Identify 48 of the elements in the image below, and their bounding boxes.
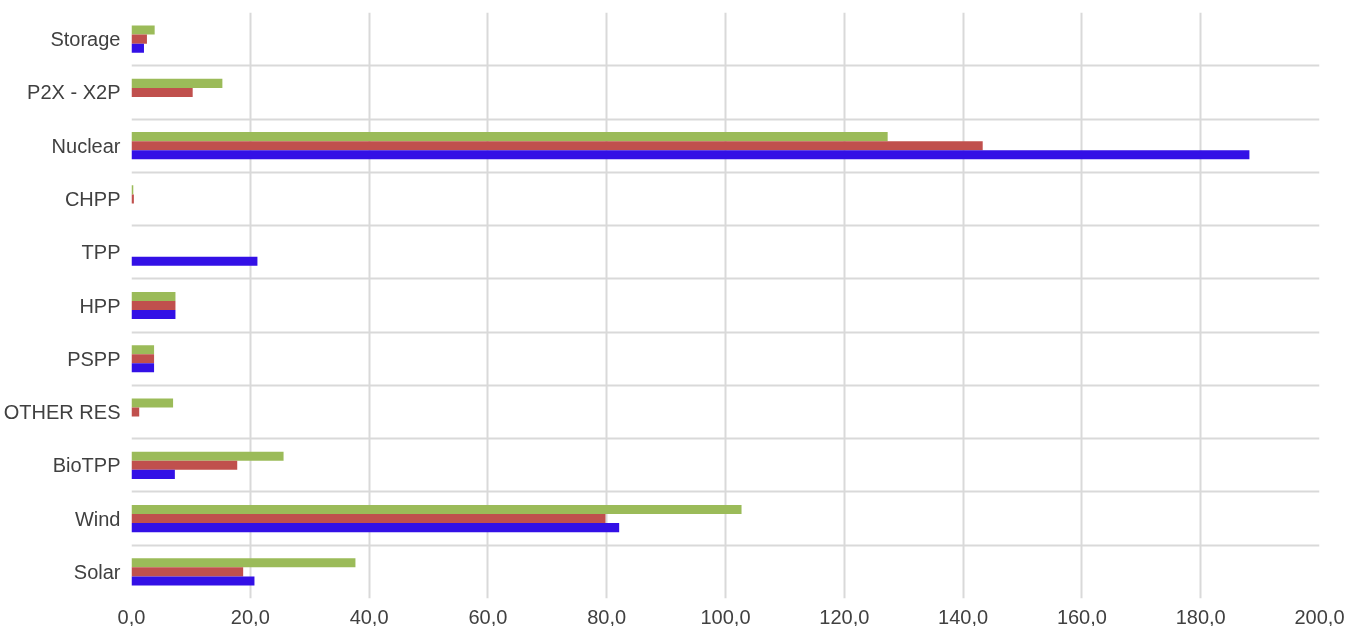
y-tick-label: Storage (50, 28, 121, 51)
bar (131, 354, 155, 364)
y-tick-label: TPP (81, 241, 121, 264)
x-tick-label: 200,0 (1294, 605, 1345, 626)
bar (131, 291, 176, 301)
bar (131, 523, 620, 533)
bar (131, 514, 606, 524)
bar (131, 43, 144, 53)
bar (131, 398, 174, 408)
bar (131, 469, 175, 479)
bar (131, 567, 244, 577)
bar (131, 34, 147, 44)
bar (131, 310, 176, 320)
bar (131, 460, 238, 470)
bar (131, 78, 223, 88)
x-tick-label: 20,0 (230, 605, 270, 626)
y-tick-label: P2X - X2P (27, 81, 121, 104)
x-tick-label: 140,0 (938, 605, 989, 626)
bar (131, 150, 1250, 160)
bar (131, 576, 255, 586)
bar (131, 132, 888, 142)
bar (131, 345, 155, 355)
bar (131, 363, 155, 373)
bar (131, 407, 140, 417)
x-tick-label: 180,0 (1175, 605, 1226, 626)
x-tick-label: 160,0 (1056, 605, 1107, 626)
bar (131, 505, 742, 515)
y-tick-label: Solar (73, 560, 121, 583)
x-tick-label: 40,0 (349, 605, 389, 626)
y-tick-label: BioTPP (52, 454, 121, 477)
bar (131, 141, 983, 151)
bar (131, 451, 284, 461)
x-tick-label: 100,0 (700, 605, 751, 626)
bar (131, 300, 176, 311)
y-tick-label: Wind (74, 507, 121, 530)
bar (131, 87, 193, 97)
bar (131, 256, 258, 266)
y-tick-label: CHPP (64, 187, 121, 210)
y-tick-label: OTHER RES (3, 401, 121, 424)
x-tick-label: 80,0 (587, 605, 627, 626)
bar (131, 558, 356, 568)
bar (131, 25, 155, 35)
x-tick-label: 0,0 (117, 605, 146, 626)
x-tick-label: 60,0 (468, 605, 508, 626)
y-tick-label: PSPP (67, 347, 121, 370)
y-tick-label: HPP (79, 294, 121, 317)
x-tick-label: 120,0 (819, 605, 870, 626)
y-tick-label: Nuclear (51, 134, 121, 157)
